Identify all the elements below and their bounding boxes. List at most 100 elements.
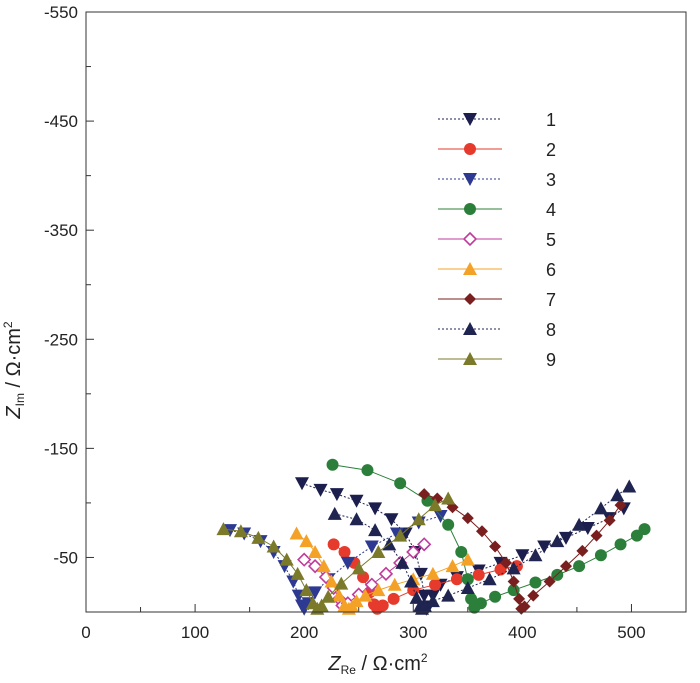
data-point	[614, 499, 627, 512]
y-axis-title-main: Z	[3, 406, 25, 420]
y-tick-label: -50	[53, 548, 78, 567]
data-point	[334, 576, 349, 590]
data-point	[340, 556, 355, 570]
series-line-3	[229, 515, 441, 610]
legend-entry-2: 2	[438, 140, 556, 160]
data-point	[445, 559, 460, 573]
data-point	[513, 592, 526, 605]
x-axis-title-sup: 2	[421, 651, 428, 665]
data-point	[594, 549, 607, 562]
data-point	[455, 546, 468, 558]
data-point	[324, 574, 339, 588]
data-point	[316, 559, 331, 573]
data-point	[590, 529, 603, 542]
data-point	[507, 575, 520, 588]
y-tick-label: -250	[44, 330, 78, 349]
data-point	[460, 552, 475, 566]
data-point	[364, 540, 379, 554]
data-point	[326, 458, 339, 471]
legend-entry-4: 4	[438, 200, 556, 220]
legend-label: 9	[546, 350, 556, 370]
legend-marker	[463, 113, 477, 126]
legend-entry-6: 6	[438, 260, 556, 280]
y-axis-title-sup: 2	[1, 321, 15, 328]
data-point	[371, 545, 386, 558]
data-point	[299, 534, 314, 548]
series-7	[418, 488, 627, 615]
data-point	[442, 518, 455, 531]
data-point	[297, 552, 312, 567]
data-point	[314, 598, 329, 612]
x-tick-label: 300	[399, 623, 427, 642]
data-point	[506, 561, 521, 575]
data-point	[321, 589, 336, 603]
data-point	[329, 488, 344, 502]
data-point	[441, 491, 456, 505]
legend-marker	[464, 203, 476, 215]
legend-entry-3: 3	[438, 170, 556, 190]
data-point	[580, 522, 595, 535]
legend-marker	[463, 262, 477, 275]
data-point	[441, 588, 456, 602]
x-axis-title-unit: / Ω·cm	[356, 653, 421, 675]
series-layer	[216, 458, 651, 616]
legend-entry-8: 8	[438, 320, 556, 340]
x-tick-label: 200	[290, 623, 318, 642]
x-axis-title-sub: Re	[341, 663, 357, 677]
data-point	[614, 538, 627, 551]
legend-marker	[462, 231, 478, 247]
data-point	[327, 538, 340, 551]
data-point	[406, 544, 421, 560]
data-point	[349, 512, 364, 526]
data-point	[418, 599, 433, 613]
data-point	[500, 556, 512, 569]
data-point	[404, 574, 419, 588]
data-point	[527, 589, 540, 602]
legend-label: 7	[546, 290, 556, 310]
data-point	[307, 559, 323, 574]
data-point	[472, 568, 485, 581]
data-point	[476, 525, 488, 538]
data-point	[384, 513, 399, 527]
legend: 1 2 3 4 5 6 7 8 9	[438, 110, 556, 370]
data-point	[393, 528, 408, 542]
x-axis-title-main: Z	[327, 653, 341, 675]
data-point	[332, 588, 347, 602]
data-point	[411, 512, 426, 526]
data-point	[518, 600, 531, 613]
data-point	[559, 531, 573, 545]
data-point	[395, 555, 410, 569]
data-point	[482, 572, 497, 586]
data-point	[515, 549, 530, 563]
legend-label: 6	[546, 260, 556, 280]
data-point	[299, 583, 314, 597]
data-point	[233, 524, 248, 538]
data-point	[387, 577, 402, 591]
data-point	[308, 586, 323, 600]
data-point	[507, 584, 520, 597]
series-6	[289, 526, 475, 615]
data-point	[573, 560, 586, 573]
legend-label: 5	[546, 230, 556, 250]
data-point	[376, 599, 389, 612]
y-axis-title-unit: / Ω·cm	[3, 328, 25, 393]
data-point	[368, 523, 383, 537]
data-point	[371, 583, 386, 597]
series-9	[216, 491, 456, 615]
data-point	[638, 523, 651, 536]
data-point	[417, 537, 432, 552]
data-point	[361, 464, 374, 477]
data-point	[418, 488, 431, 501]
data-point	[489, 590, 502, 603]
y-tick-label: -450	[44, 112, 78, 131]
y-tick-label: -150	[44, 439, 78, 458]
data-point	[529, 576, 542, 589]
data-point	[528, 548, 543, 562]
data-point	[603, 514, 616, 527]
data-point	[338, 546, 351, 558]
ticks-layer: 0 100 200 300 400 500 -50 -150 -250 -350 -450 -550	[44, 3, 687, 642]
data-point	[461, 512, 474, 525]
data-point	[349, 594, 364, 608]
plot-frame	[85, 11, 687, 613]
